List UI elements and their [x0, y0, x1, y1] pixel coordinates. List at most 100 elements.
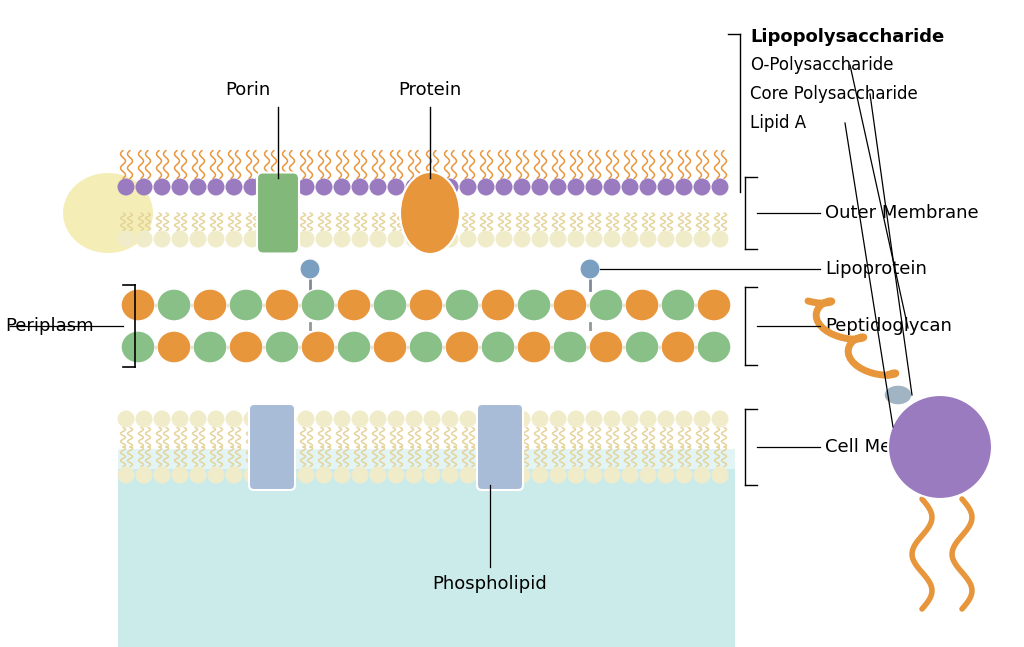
Circle shape	[315, 179, 333, 195]
Circle shape	[586, 179, 602, 195]
Circle shape	[261, 230, 279, 248]
FancyBboxPatch shape	[118, 469, 735, 647]
Ellipse shape	[373, 331, 407, 363]
Circle shape	[225, 410, 243, 428]
Circle shape	[531, 179, 549, 195]
Ellipse shape	[697, 331, 731, 363]
Circle shape	[712, 410, 728, 428]
Circle shape	[118, 230, 134, 248]
Ellipse shape	[193, 289, 227, 321]
Circle shape	[513, 230, 530, 248]
Circle shape	[387, 410, 404, 428]
Circle shape	[387, 466, 404, 483]
Circle shape	[351, 466, 369, 483]
Text: Cell Membrane: Cell Membrane	[825, 438, 962, 456]
Circle shape	[622, 179, 639, 195]
Circle shape	[693, 230, 711, 248]
Text: Lipid A: Lipid A	[750, 114, 806, 132]
Circle shape	[460, 230, 476, 248]
Circle shape	[118, 179, 134, 195]
Text: Phospholipid: Phospholipid	[432, 575, 548, 593]
Ellipse shape	[625, 331, 659, 363]
Circle shape	[567, 466, 585, 483]
Circle shape	[370, 466, 386, 483]
Ellipse shape	[662, 289, 695, 321]
Circle shape	[712, 179, 728, 195]
Circle shape	[640, 466, 656, 483]
Text: Porin: Porin	[225, 81, 270, 99]
Circle shape	[640, 230, 656, 248]
Circle shape	[550, 179, 566, 195]
Circle shape	[622, 410, 639, 428]
Circle shape	[640, 410, 656, 428]
Circle shape	[154, 466, 171, 483]
Ellipse shape	[301, 331, 335, 363]
Text: Peptidoglycan: Peptidoglycan	[825, 317, 952, 335]
Circle shape	[676, 179, 692, 195]
Ellipse shape	[662, 331, 695, 363]
Circle shape	[225, 230, 243, 248]
Circle shape	[603, 466, 621, 483]
Circle shape	[567, 230, 585, 248]
Circle shape	[387, 179, 404, 195]
Circle shape	[244, 410, 260, 428]
Circle shape	[550, 230, 566, 248]
Circle shape	[424, 179, 440, 195]
Circle shape	[280, 179, 297, 195]
Circle shape	[531, 410, 549, 428]
Circle shape	[315, 466, 333, 483]
Text: Protein: Protein	[398, 81, 462, 99]
Circle shape	[261, 179, 279, 195]
FancyBboxPatch shape	[249, 404, 295, 490]
Circle shape	[586, 230, 602, 248]
Circle shape	[334, 179, 350, 195]
Circle shape	[189, 230, 207, 248]
Circle shape	[370, 230, 386, 248]
Circle shape	[424, 230, 440, 248]
Circle shape	[118, 410, 134, 428]
Circle shape	[424, 466, 440, 483]
Ellipse shape	[481, 331, 515, 363]
Circle shape	[712, 466, 728, 483]
Ellipse shape	[589, 331, 623, 363]
Circle shape	[622, 466, 639, 483]
Circle shape	[171, 466, 188, 483]
Text: Lipopolysaccharide: Lipopolysaccharide	[750, 28, 944, 46]
Circle shape	[496, 179, 512, 195]
Text: Outer Membrane: Outer Membrane	[825, 204, 979, 222]
Circle shape	[460, 466, 476, 483]
Circle shape	[622, 230, 639, 248]
Circle shape	[244, 230, 260, 248]
Ellipse shape	[121, 331, 155, 363]
Ellipse shape	[265, 331, 299, 363]
Circle shape	[406, 410, 423, 428]
Circle shape	[189, 179, 207, 195]
Circle shape	[586, 410, 602, 428]
Ellipse shape	[553, 331, 587, 363]
Circle shape	[351, 230, 369, 248]
Circle shape	[244, 179, 260, 195]
Circle shape	[693, 466, 711, 483]
Ellipse shape	[63, 173, 153, 253]
Circle shape	[225, 179, 243, 195]
Ellipse shape	[589, 289, 623, 321]
Circle shape	[441, 466, 459, 483]
Ellipse shape	[157, 289, 191, 321]
Circle shape	[280, 410, 297, 428]
Circle shape	[441, 230, 459, 248]
Circle shape	[300, 259, 319, 279]
Circle shape	[298, 466, 314, 483]
Bar	[118, 449, 735, 647]
Circle shape	[154, 179, 171, 195]
Circle shape	[261, 466, 279, 483]
Circle shape	[406, 179, 423, 195]
Circle shape	[154, 230, 171, 248]
Circle shape	[477, 466, 495, 483]
Ellipse shape	[625, 289, 659, 321]
Circle shape	[171, 230, 188, 248]
Circle shape	[244, 466, 260, 483]
Text: Periplasm: Periplasm	[5, 317, 93, 335]
Circle shape	[603, 230, 621, 248]
Circle shape	[657, 466, 675, 483]
Circle shape	[135, 410, 153, 428]
